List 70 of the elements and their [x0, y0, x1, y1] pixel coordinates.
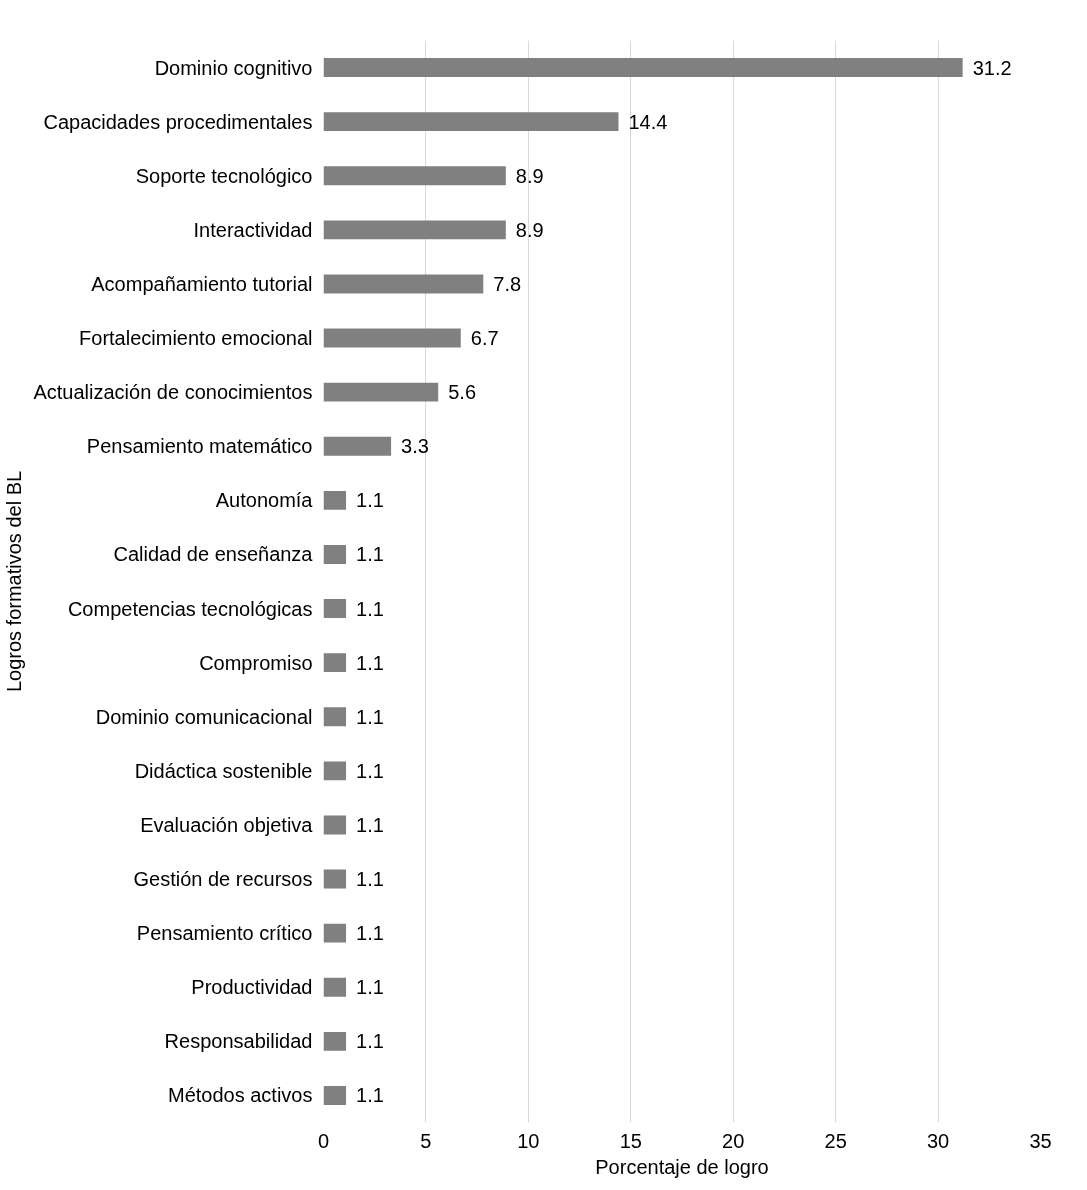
y-axis-title: Logros formativos del BL [3, 470, 26, 693]
y-tick-label: Autonomía [215, 489, 314, 512]
y-tick-label: Soporte tecnológico [135, 164, 313, 187]
bar [323, 220, 506, 240]
y-tick-label: Productividad [191, 976, 313, 999]
y-tick-label: Capacidades procedimentales [43, 110, 313, 133]
y-tick-label: Interactividad [193, 218, 313, 241]
data-label: 1.1 [356, 868, 384, 891]
bar [323, 328, 461, 348]
x-tick-label: 0 [317, 1129, 330, 1152]
bar [323, 815, 347, 835]
y-tick-label: Compromiso [199, 651, 313, 674]
bar [323, 58, 963, 78]
y-tick-label: Dominio cognitivo [154, 56, 313, 79]
y-tick-label: Actualización de conocimientos [33, 381, 313, 404]
y-tick-label: Responsabilidad [164, 1030, 313, 1053]
bar [323, 1085, 347, 1105]
data-label: 14.4 [628, 110, 668, 133]
bar [323, 490, 347, 510]
bar [323, 599, 347, 619]
bar [323, 923, 347, 943]
bar [323, 869, 347, 889]
bar [323, 274, 484, 294]
x-axis-title: Porcentaje de logro [595, 1155, 769, 1178]
y-tick-label: Calidad de enseñanza [113, 543, 314, 566]
x-tick-label: 30 [926, 1129, 950, 1152]
x-tick-label: 25 [824, 1129, 847, 1152]
y-tick-label: Dominio comunicacional [95, 705, 313, 728]
bar [323, 707, 347, 727]
data-label: 8.9 [515, 164, 544, 187]
data-label: 5.6 [448, 381, 477, 404]
data-label: 1.1 [356, 976, 384, 999]
data-label: 1.1 [356, 813, 384, 836]
bar [323, 382, 439, 402]
data-label: 1.1 [356, 651, 384, 674]
y-tick-label: Acompañamiento tutorial [91, 272, 313, 295]
x-tick-label: 10 [517, 1129, 540, 1152]
data-label: 7.8 [493, 272, 522, 295]
x-tick-label: 20 [722, 1129, 745, 1152]
y-tick-label: Pensamiento crítico [136, 922, 313, 945]
data-label: 1.1 [356, 1084, 384, 1107]
x-tick-label: 35 [1029, 1129, 1052, 1152]
y-tick-label: Didáctica sostenible [134, 759, 313, 782]
data-label: 3.3 [401, 435, 429, 458]
bar [323, 112, 619, 132]
data-label: 1.1 [356, 1030, 384, 1053]
y-tick-label: Pensamiento matemático [86, 435, 313, 458]
data-label: 6.7 [470, 327, 499, 350]
bar [323, 166, 506, 186]
data-label: 31.2 [972, 56, 1012, 79]
y-tick-label: Fortalecimiento emocional [79, 327, 313, 350]
y-tick-label: Competencias tecnológicas [67, 597, 313, 620]
data-label: 1.1 [356, 543, 384, 566]
data-label: 1.1 [356, 705, 384, 728]
bar [323, 544, 347, 564]
x-tick-label: 15 [619, 1129, 642, 1152]
bar [323, 977, 347, 997]
bar [323, 761, 347, 781]
y-tick-label: Gestión de recursos [133, 868, 313, 891]
data-label: 1.1 [356, 759, 384, 782]
y-tick-label: Métodos activos [167, 1084, 313, 1107]
data-label: 1.1 [356, 922, 384, 945]
x-tick-label: 5 [420, 1129, 432, 1152]
bar [323, 1031, 347, 1051]
y-tick-label: Evaluación objetiva [140, 813, 314, 836]
bar [323, 653, 347, 673]
data-label: 1.1 [356, 597, 384, 620]
data-label: 1.1 [356, 489, 384, 512]
bar [323, 436, 392, 456]
data-label: 8.9 [515, 218, 544, 241]
